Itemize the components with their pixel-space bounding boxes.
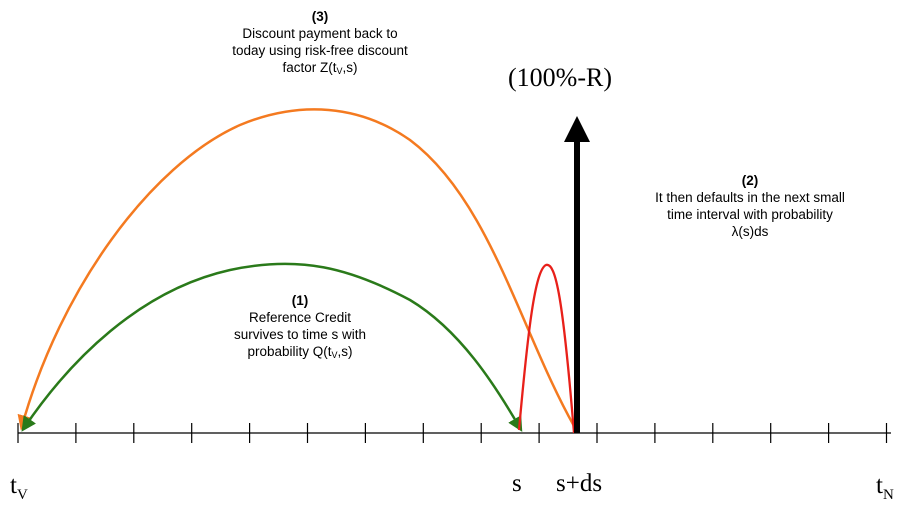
survival-arc: [21, 262, 523, 432]
default-note-line3: λ(s)ds: [731, 224, 769, 239]
default-note-line1: It then defaults in the next small: [655, 190, 845, 205]
axis-label-tv: tV: [10, 472, 28, 503]
survival-note: (1) Reference Credit survives to time s …: [185, 292, 415, 364]
discount-note-line3: factor Z(tV,s): [282, 60, 358, 76]
payment-arrow-head: [564, 116, 590, 142]
discount-note: (3) Discount payment back to today using…: [170, 8, 470, 80]
axis-label-tn: tN: [876, 472, 894, 503]
payoff-label: (100%-R): [508, 63, 612, 92]
default-density-curve: [517, 263, 576, 434]
default-note-line2: time interval with probability: [667, 207, 833, 222]
default-note: (2) It then defaults in the next small t…: [590, 172, 910, 240]
axis-label-s-plus-ds: s+ds: [556, 470, 603, 497]
discount-note-line2: today using risk-free discount: [232, 43, 408, 58]
discount-note-line1: Discount payment back to: [242, 26, 398, 41]
discount-arc: [17, 108, 576, 431]
discount-note-number: (3): [311, 9, 329, 24]
survival-note-number: (1): [291, 293, 309, 308]
survival-note-line1: Reference Credit: [248, 310, 352, 325]
survival-note-line3: probability Q(tV,s): [247, 344, 353, 360]
survival-note-line2: survives to time s with: [233, 327, 367, 342]
default-note-number: (2): [741, 173, 759, 188]
axis-label-s: s: [512, 470, 522, 497]
